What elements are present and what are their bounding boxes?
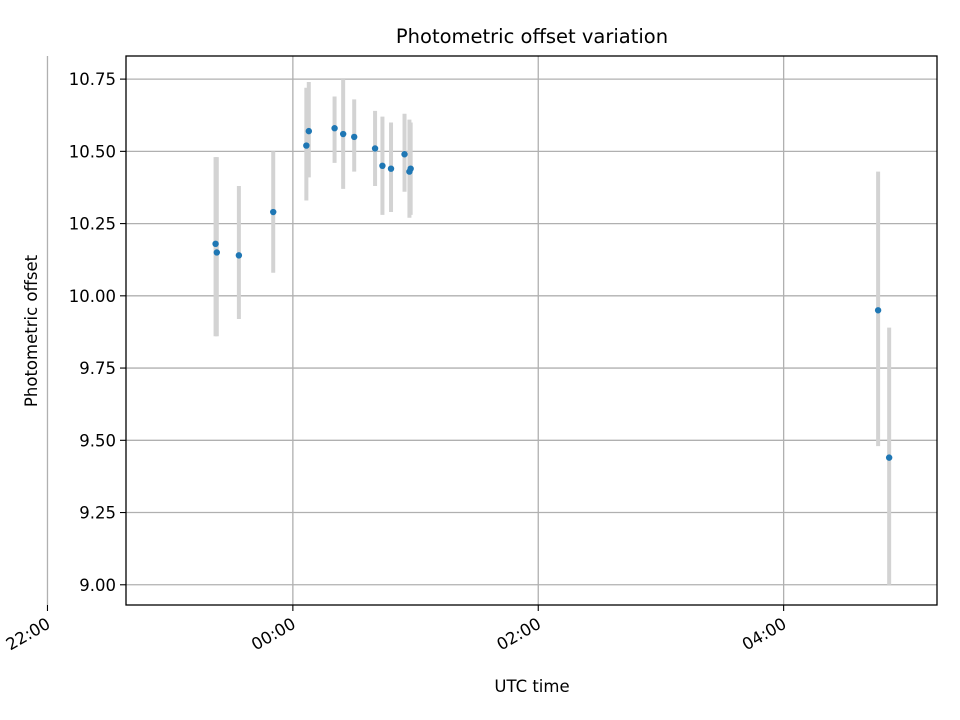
data-point	[407, 165, 414, 172]
data-point	[212, 240, 219, 248]
data-point	[303, 142, 310, 149]
data-point	[371, 145, 379, 152]
data-point	[270, 208, 277, 216]
y-tick-label: 10.75	[69, 70, 116, 89]
data-point	[874, 307, 882, 314]
data-point	[331, 125, 338, 132]
data-point	[885, 454, 893, 461]
y-tick-label: 10.25	[69, 215, 116, 234]
data-point	[339, 130, 347, 138]
data-point	[305, 127, 313, 135]
x-tick-label: 04:00	[739, 614, 790, 654]
plot-frame	[125, 55, 938, 606]
data-point	[387, 165, 395, 172]
x-tick-label: 02:00	[494, 614, 545, 654]
x-tick-label: 00:00	[248, 614, 299, 654]
y-tick-label: 10.50	[69, 142, 116, 161]
error-bars	[213, 79, 892, 585]
data-point	[213, 249, 220, 256]
chart-title: Photometric offset variation	[396, 25, 668, 48]
grid	[46, 56, 937, 605]
data-point	[235, 252, 243, 259]
y-tick-label: 10.00	[69, 287, 116, 306]
data-point	[401, 151, 408, 158]
y-tick-label: 9.25	[79, 504, 116, 523]
x-axis-label: UTC time	[494, 677, 569, 696]
data-point	[351, 133, 358, 141]
y-axis-label: Photometric offset	[22, 254, 41, 407]
y-tick-label: 9.00	[79, 576, 116, 595]
y-axis-ticks: 9.00 9.25 9.50 9.75 10.00 10.25 10.50 10.75	[69, 70, 126, 595]
y-tick-label: 9.50	[79, 431, 116, 450]
data-points	[212, 125, 893, 461]
data-point	[379, 162, 386, 169]
x-tick-label: 22:00	[3, 614, 54, 654]
y-tick-label: 9.75	[79, 359, 116, 378]
